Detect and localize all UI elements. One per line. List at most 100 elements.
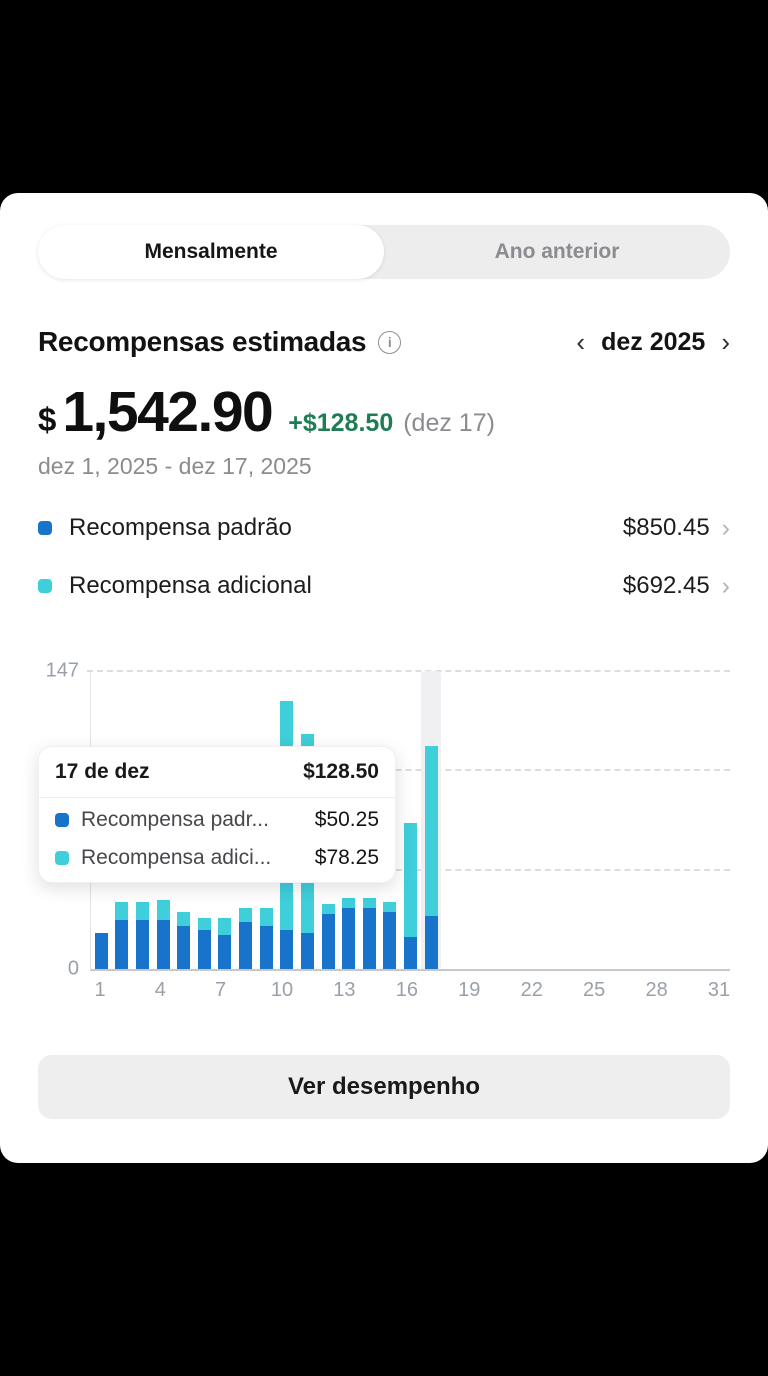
tooltip-row-standard: Recompensa padr... $50.25	[39, 798, 395, 836]
bar-day-8[interactable]	[235, 671, 256, 969]
x-axis-label	[130, 979, 150, 1005]
blue-dot-icon	[55, 813, 69, 827]
teal-dot-icon	[55, 851, 69, 865]
x-axis-label: 19	[458, 979, 481, 1001]
bar-day-26[interactable]	[606, 671, 627, 969]
bar-segment-additional	[383, 902, 397, 913]
bar-day-1[interactable]	[91, 671, 112, 969]
x-axis-label	[688, 979, 708, 1005]
blue-dot-icon	[38, 521, 52, 535]
legend-value: $692.45	[622, 572, 710, 599]
bar-day-28[interactable]	[647, 671, 668, 969]
bar-segment-additional	[321, 904, 335, 915]
chart-x-axis: 1 4 7 10 13 16 19 22 25 28 31	[90, 979, 730, 1005]
tooltip-label: Recompensa adici...	[81, 846, 272, 869]
x-axis-label	[313, 979, 333, 1005]
x-axis-label	[170, 979, 190, 1005]
x-axis-label	[190, 979, 210, 1005]
bar-day-2[interactable]	[112, 671, 133, 969]
bar-day-20[interactable]	[483, 671, 504, 969]
tooltip-header: 17 de dez $128.50	[39, 747, 395, 798]
bar-segment-additional	[259, 908, 273, 927]
bar-day-16[interactable]	[400, 671, 421, 969]
bar-day-24[interactable]	[565, 671, 586, 969]
bar-segment-standard	[362, 908, 376, 969]
tab-previous-year[interactable]: Ano anterior	[494, 240, 620, 263]
bar-day-6[interactable]	[194, 671, 215, 969]
x-axis-label	[501, 979, 521, 1005]
gridline	[87, 670, 730, 672]
x-axis-label	[668, 979, 688, 1005]
bar-segment-standard	[115, 920, 129, 969]
bar-day-23[interactable]	[544, 671, 565, 969]
info-icon[interactable]: i	[378, 330, 402, 354]
bar-day-7[interactable]	[215, 671, 236, 969]
daily-delta: +$128.50	[288, 409, 394, 437]
legend-value: $850.45	[622, 514, 710, 541]
bar-segment-standard	[383, 912, 397, 969]
bar-segment-standard	[94, 932, 108, 969]
bar-day-4[interactable]	[153, 671, 174, 969]
bar-segment-standard	[197, 930, 211, 969]
x-axis-label	[231, 979, 251, 1005]
x-axis-label: 28	[645, 979, 668, 1001]
x-axis-label	[543, 979, 563, 1005]
month-label: dez 2025	[601, 327, 706, 356]
prev-month-chevron-icon[interactable]: ‹	[576, 327, 586, 357]
x-axis-label	[356, 979, 376, 1005]
view-performance-button[interactable]: Ver desempenho	[38, 1055, 730, 1119]
bar-segment-standard	[300, 932, 314, 969]
bar-day-30[interactable]	[689, 671, 710, 969]
x-axis-label	[376, 979, 396, 1005]
bar-segment-additional	[239, 908, 253, 923]
period-tabs: Mensalmente Ano anterior	[38, 225, 730, 279]
bar-day-17[interactable]	[420, 671, 442, 969]
bar-day-15[interactable]	[380, 671, 401, 969]
bar-day-21[interactable]	[503, 671, 524, 969]
bar-day-5[interactable]	[173, 671, 194, 969]
bar-day-27[interactable]	[627, 671, 648, 969]
bar-segment-additional	[197, 918, 211, 931]
bar-day-22[interactable]	[524, 671, 545, 969]
next-month-chevron-icon[interactable]: ›	[721, 327, 730, 357]
bar-day-12[interactable]	[318, 671, 339, 969]
bar-segment-standard	[424, 916, 438, 969]
y-axis-label: 0	[67, 957, 79, 980]
x-axis-label: 7	[215, 979, 227, 1001]
x-axis-label: 1	[94, 979, 106, 1001]
bar-segment-additional	[424, 746, 438, 917]
y-axis-label: 147	[45, 659, 79, 682]
reward-breakdown: Recompensa padrão $850.45 › Recompensa a…	[38, 499, 730, 615]
bar-segment-additional	[136, 902, 150, 921]
bar-day-25[interactable]	[586, 671, 607, 969]
currency-symbol: $	[38, 401, 57, 438]
bar-day-18[interactable]	[441, 671, 462, 969]
rewards-card: Mensalmente Ano anterior Recompensas est…	[0, 193, 768, 1163]
x-axis-label	[418, 979, 438, 1005]
legend-label: Recompensa padrão	[69, 514, 292, 541]
bar-segment-additional	[115, 902, 129, 921]
bar-segment-additional	[362, 898, 376, 909]
bar-day-9[interactable]	[256, 671, 277, 969]
tooltip-value: $78.25	[314, 846, 379, 869]
x-axis-label: 10	[270, 979, 294, 1001]
bar-segment-additional	[403, 823, 417, 937]
date-range: dez 1, 2025 - dez 17, 2025	[38, 453, 312, 479]
legend-row-standard-reward[interactable]: Recompensa padrão $850.45 ›	[38, 499, 730, 557]
legend-row-additional-reward[interactable]: Recompensa adicional $692.45 ›	[38, 557, 730, 615]
x-axis-label: 22	[520, 979, 543, 1001]
bar-segment-standard	[156, 920, 170, 969]
bar-segment-standard	[321, 914, 335, 969]
x-axis-label: 31	[707, 979, 731, 1001]
bar-day-19[interactable]	[462, 671, 483, 969]
tooltip-date: 17 de dez	[55, 760, 150, 783]
bar-slots	[91, 671, 730, 969]
tab-monthly[interactable]: Mensalmente	[38, 225, 384, 279]
bar-segment-additional	[218, 918, 232, 935]
bar-day-14[interactable]	[359, 671, 380, 969]
daily-delta-date: (dez 17)	[403, 409, 495, 437]
bar-day-3[interactable]	[132, 671, 153, 969]
bar-day-29[interactable]	[668, 671, 689, 969]
bar-day-13[interactable]	[338, 671, 359, 969]
bar-day-31[interactable]	[709, 671, 730, 969]
